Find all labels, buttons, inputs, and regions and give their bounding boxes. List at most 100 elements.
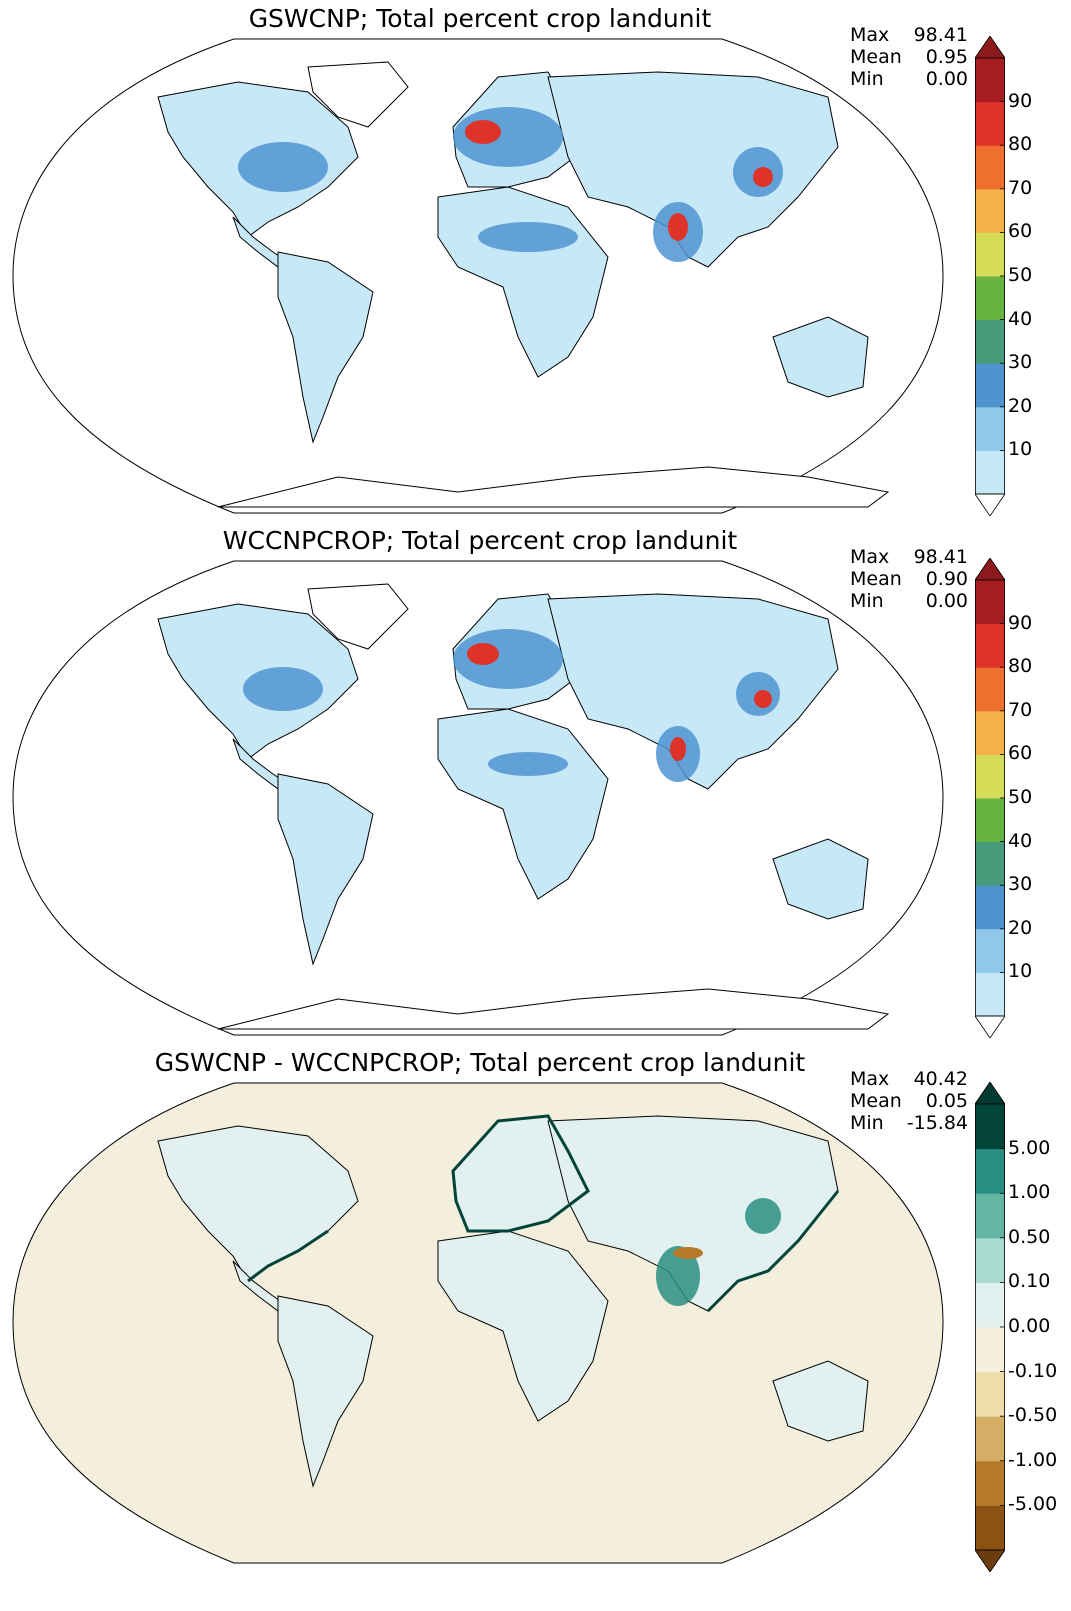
asia-coast <box>706 1190 840 1313</box>
colorbar-segment <box>975 276 1005 321</box>
panel-wccnpcrop: WCCNPCROP; Total percent crop landunit M… <box>0 522 1071 1042</box>
colorbar <box>975 1082 1005 1572</box>
greenland <box>307 61 409 128</box>
core-europe <box>467 643 499 665</box>
min-label: Min <box>850 590 884 612</box>
colorbar-segment <box>975 1193 1005 1239</box>
colorbar-tick-label: 30 <box>1008 351 1033 374</box>
colorbar-segment <box>975 101 1005 146</box>
colorbar-segment <box>975 363 1005 408</box>
colorbar-tick-label: 70 <box>1008 176 1033 199</box>
colorbar-tick-label: -1.00 <box>1008 1448 1058 1471</box>
colorbar-under-extension <box>975 493 1005 516</box>
colorbar-segment <box>975 1148 1005 1194</box>
hotspot-sahel <box>488 752 568 776</box>
hotspot-sahel <box>478 222 578 252</box>
colorbar-segment <box>975 710 1005 755</box>
india-positive <box>656 1246 700 1306</box>
colorbar-segment <box>975 188 1005 233</box>
colorbar-segment <box>975 1327 1005 1373</box>
colorbar-segment <box>975 623 1005 668</box>
positive-difference-areas <box>656 1198 781 1306</box>
colorbar-tick-label: 60 <box>1008 220 1033 243</box>
europe-coast <box>451 1114 590 1233</box>
min-label: Min <box>850 68 884 90</box>
colorbar-tick-label: -5.00 <box>1008 1493 1058 1516</box>
core-india <box>668 213 688 241</box>
hotspot-us <box>238 142 328 192</box>
greenland <box>307 583 409 650</box>
colorbar-tick-label: 1.00 <box>1008 1181 1051 1204</box>
china-positive <box>745 1198 781 1234</box>
asia <box>547 71 839 268</box>
mean-label: Mean <box>850 46 902 68</box>
colorbar-under-extension <box>975 1015 1005 1038</box>
crop-hotspots <box>238 107 783 262</box>
asia <box>547 593 839 790</box>
land-layer <box>157 1115 869 1488</box>
india-negative <box>673 1247 703 1259</box>
colorbar-segment <box>975 667 1005 712</box>
mean-label: Mean <box>850 1090 902 1112</box>
antarctica <box>217 988 890 1030</box>
colorbar-segment <box>975 1416 1005 1462</box>
colorbar-segment <box>975 450 1005 495</box>
colorbar-segment <box>975 1460 1005 1506</box>
core-india <box>670 737 686 761</box>
land-layer <box>157 583 890 1030</box>
colorbar-over-extension <box>975 1082 1005 1105</box>
colorbar-segment <box>975 972 1005 1017</box>
world-map <box>12 560 944 1036</box>
max-label: Max <box>850 24 890 46</box>
colorbar-under-extension <box>975 1549 1005 1572</box>
colorbar-segment <box>975 841 1005 886</box>
stats-box: Max 98.41 Mean 0.95 Min 0.00 <box>850 24 968 90</box>
africa <box>437 708 609 900</box>
world-map <box>12 38 944 514</box>
antarctica <box>217 466 890 508</box>
coastal-difference-band <box>247 1114 840 1313</box>
south-america <box>277 251 374 444</box>
colorbar-tick-label: 30 <box>1008 873 1033 896</box>
south-america <box>277 1295 374 1488</box>
colorbar-tick-label: 0.50 <box>1008 1225 1051 1248</box>
colorbar <box>975 558 1005 1038</box>
crop-cores <box>467 643 772 761</box>
colorbar-tick-label: 10 <box>1008 438 1033 461</box>
core-china <box>753 167 773 187</box>
colorbar-segment <box>975 798 1005 843</box>
core-europe <box>465 120 501 144</box>
core-china <box>754 690 772 708</box>
colorbar-segment <box>975 1505 1005 1551</box>
panel-gswcnp: GSWCNP; Total percent crop landunit Max 9… <box>0 0 1071 520</box>
colorbar-segment <box>975 58 1005 103</box>
mean-value: 0.05 <box>925 1090 968 1112</box>
colorbar-tick-label: 40 <box>1008 829 1033 852</box>
mean-value: 0.90 <box>925 568 968 590</box>
colorbar-tick-label: 80 <box>1008 655 1033 678</box>
colorbar-tick-label: 70 <box>1008 698 1033 721</box>
australia <box>772 1360 869 1442</box>
colorbar-segment <box>975 1104 1005 1150</box>
colorbar-segment <box>975 754 1005 799</box>
colorbar-tick-label: 20 <box>1008 916 1033 939</box>
world-map <box>12 1082 944 1564</box>
colorbar <box>975 36 1005 516</box>
max-value: 98.41 <box>913 546 968 568</box>
colorbar-segment <box>975 1282 1005 1328</box>
colorbar-tick-label: 60 <box>1008 742 1033 765</box>
colorbar-tick-label: 90 <box>1008 89 1033 112</box>
max-value: 98.41 <box>913 24 968 46</box>
colorbar-tick-label: 5.00 <box>1008 1136 1051 1159</box>
mean-label: Mean <box>850 568 902 590</box>
min-value: 0.00 <box>925 590 968 612</box>
colorbar-segment <box>975 580 1005 625</box>
max-value: 40.42 <box>913 1068 968 1090</box>
min-value: 0.00 <box>925 68 968 90</box>
colorbar-tick-label: -0.50 <box>1008 1404 1058 1427</box>
colorbar-tick-label: 40 <box>1008 307 1033 330</box>
stats-box: Max 98.41 Mean 0.90 Min 0.00 <box>850 546 968 612</box>
colorbar-tick-label: 90 <box>1008 611 1033 634</box>
colorbar-segment <box>975 1237 1005 1283</box>
colorbar-over-extension <box>975 36 1005 59</box>
